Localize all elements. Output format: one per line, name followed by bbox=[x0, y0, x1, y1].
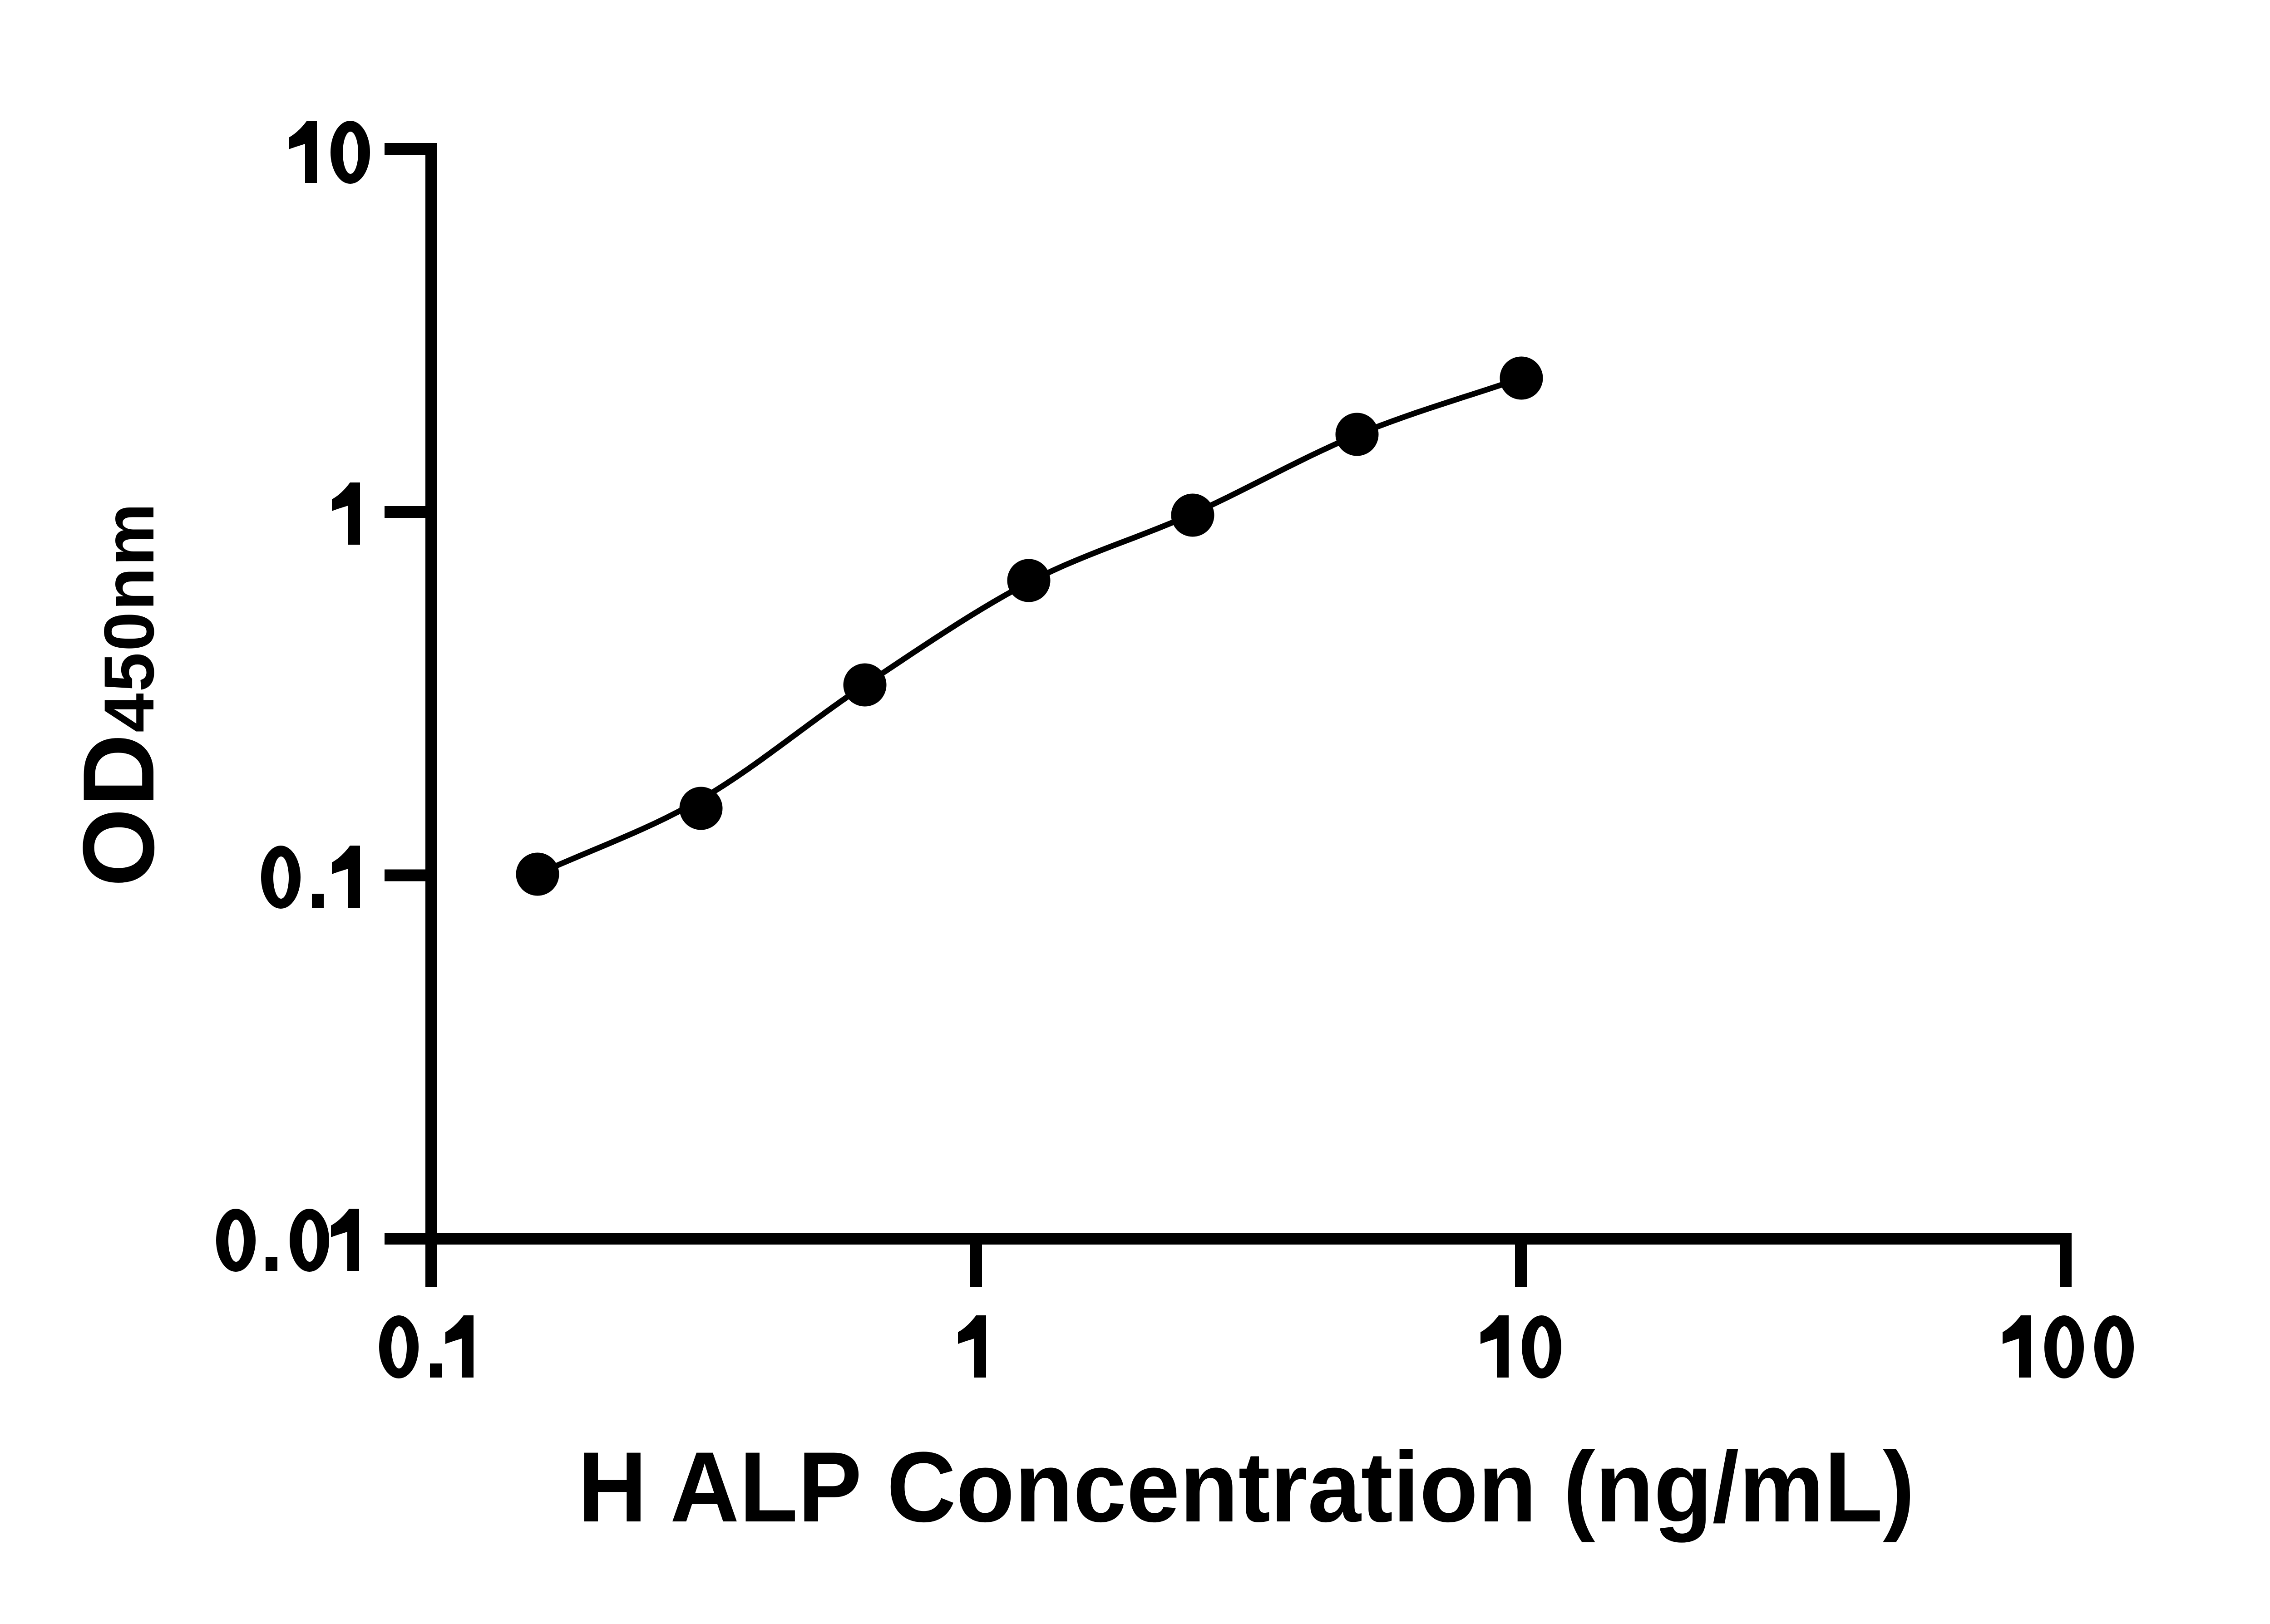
svg-text:H ALP Concentration (ng/mL): H ALP Concentration (ng/mL) bbox=[578, 1431, 1915, 1543]
svg-text:OD450nm: OD450nm bbox=[62, 502, 175, 887]
